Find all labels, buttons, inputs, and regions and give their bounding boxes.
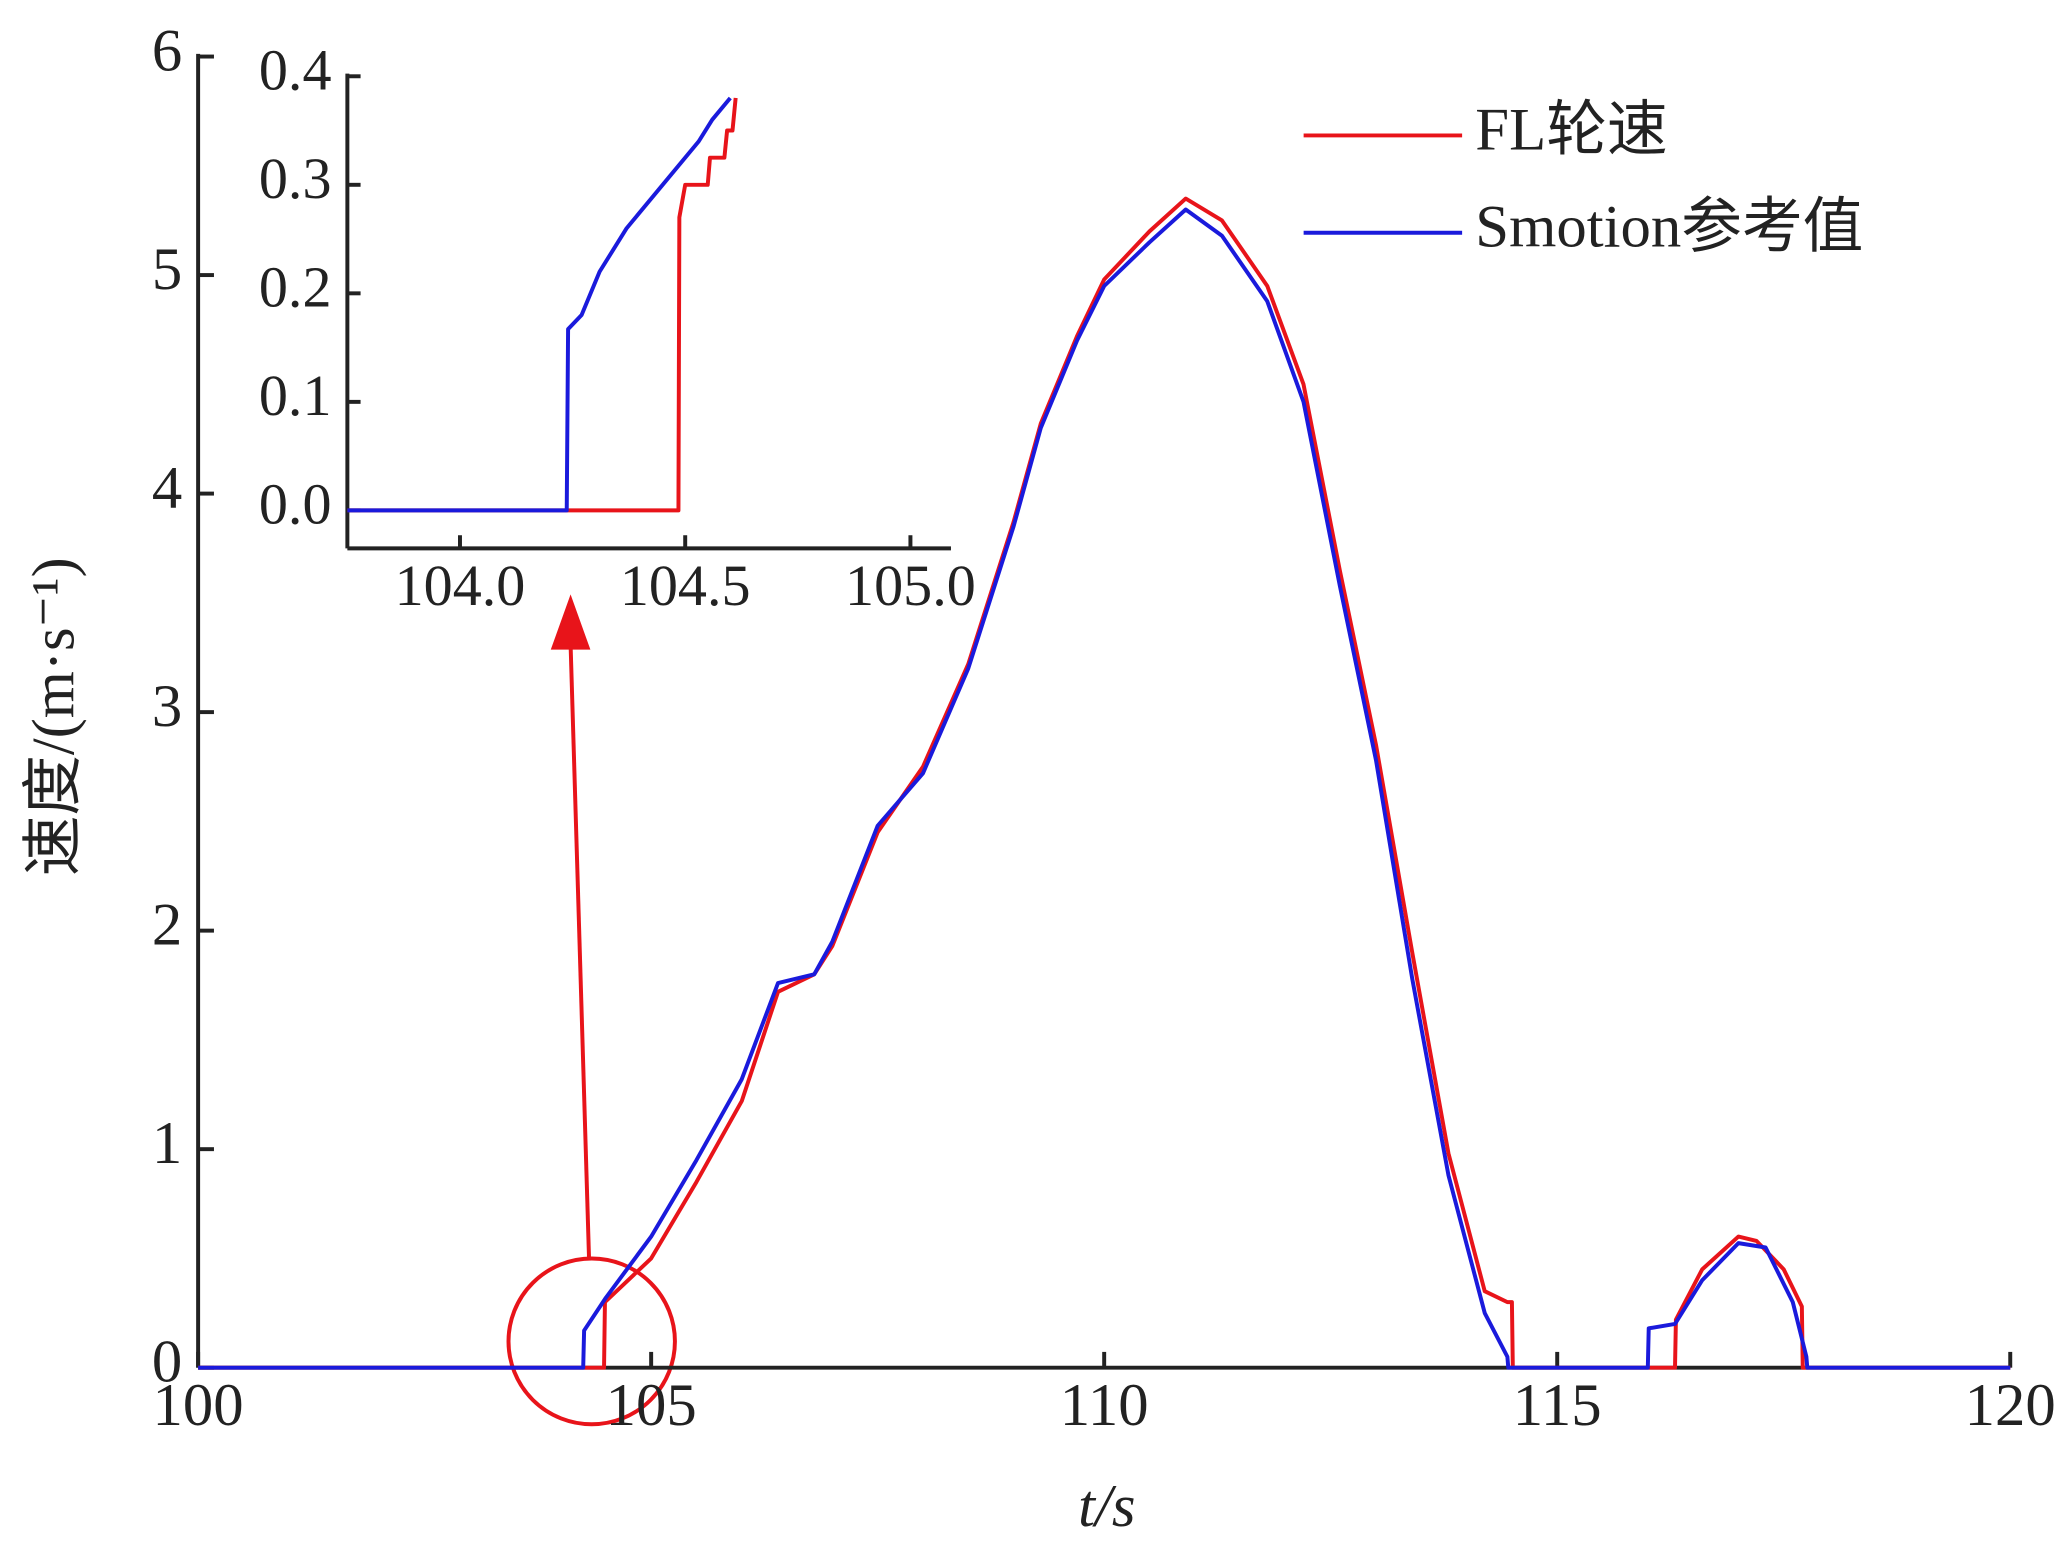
series-line — [198, 207, 2011, 1370]
y-tick-label: 4 — [152, 455, 182, 522]
y-tick-label: 0 — [152, 1329, 182, 1396]
x-tick-label: 104.5 — [620, 553, 751, 618]
zoom-circle — [506, 1256, 677, 1427]
legend-label: Smotion参考值 — [1475, 194, 1863, 261]
arrow-head — [550, 594, 591, 650]
zoom-arrow — [568, 644, 592, 1260]
legend-label: FL轮速 — [1475, 96, 1667, 163]
y-tick-label: 3 — [152, 673, 182, 740]
x-tick-label: 115 — [1513, 1372, 1602, 1439]
x-tick-label: 104.0 — [395, 553, 526, 618]
y-tick-label: 5 — [152, 236, 182, 303]
x-tick-label: 105 — [606, 1372, 697, 1439]
y-axis-label: 速度/(m·s⁻¹) — [20, 557, 87, 876]
x-axis-label: t/s — [1078, 1473, 1135, 1540]
y-tick-label: 0.0 — [259, 472, 332, 537]
y-tick-label: 0.2 — [259, 255, 332, 320]
y-tick-label: 2 — [152, 892, 182, 959]
x-tick-label: 120 — [1965, 1372, 2056, 1439]
x-tick-label: 100 — [153, 1372, 244, 1439]
y-tick-label: 1 — [152, 1110, 182, 1177]
y-tick-label: 6 — [152, 18, 182, 85]
x-tick-label: 105.0 — [845, 553, 976, 618]
y-tick-label: 0.1 — [259, 363, 332, 428]
x-tick-label: 110 — [1060, 1372, 1149, 1439]
y-tick-label: 0.3 — [259, 146, 332, 211]
series-line — [347, 96, 732, 513]
series-line — [198, 196, 2011, 1370]
y-tick-label: 0.4 — [259, 38, 332, 103]
series-line — [347, 97, 738, 513]
